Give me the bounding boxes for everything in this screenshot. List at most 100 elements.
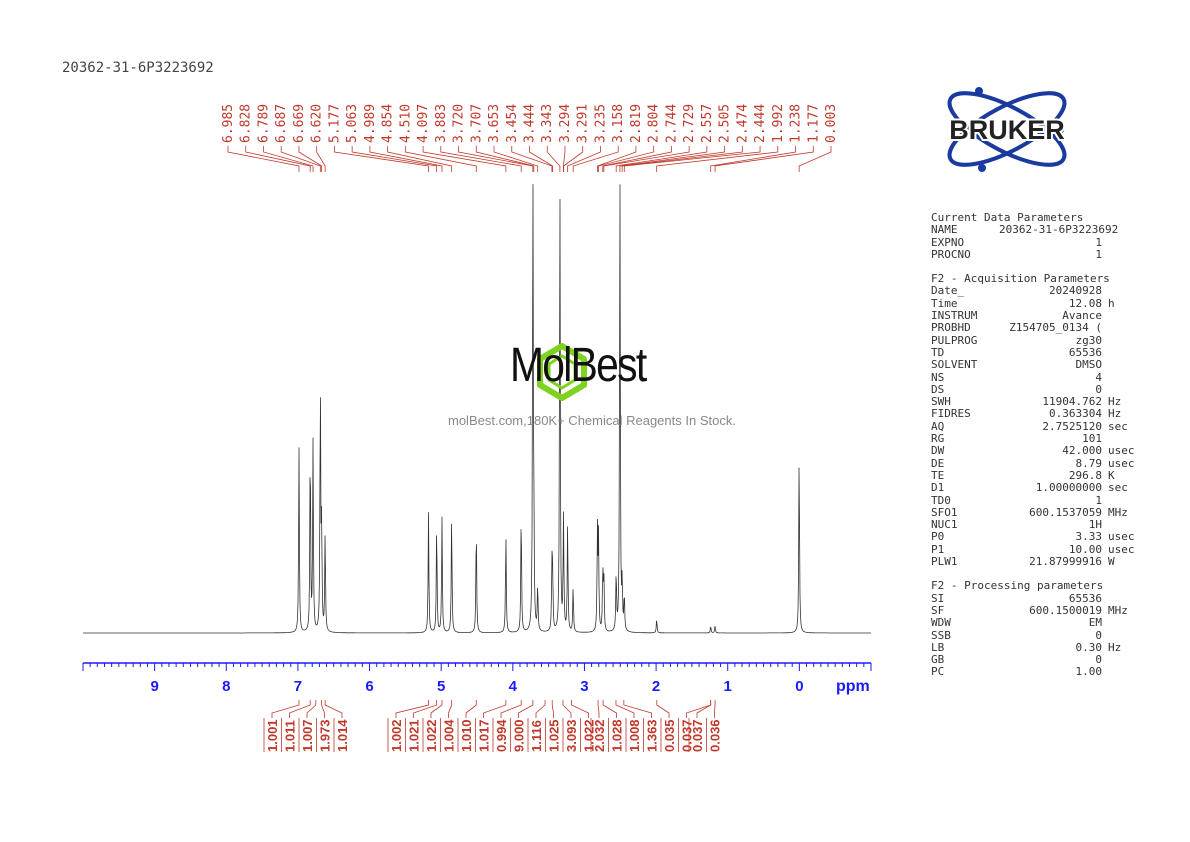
peak-label: 5.177 <box>327 104 342 143</box>
param-name: AQ <box>931 419 945 433</box>
param-unit <box>1102 617 1146 629</box>
x-tick-label: 3 <box>580 678 588 695</box>
peak-connector <box>280 146 321 172</box>
acquisition-parameters-panel: Current Data Parameters NAME 20362-31-6P32… <box>931 211 1146 679</box>
integral-connector <box>615 700 635 718</box>
param-value: 0 <box>1095 382 1102 396</box>
param-unit: h <box>1108 296 1115 310</box>
param-name: NAME <box>931 223 958 237</box>
peak-connector <box>621 146 743 172</box>
integral-connector <box>289 700 311 718</box>
param-section-title: F2 - Processing parameters <box>931 579 1104 593</box>
param-unit <box>1102 495 1146 507</box>
param-unit <box>1102 249 1146 261</box>
param-unit: K <box>1108 468 1115 482</box>
param-name: SOLVENT <box>931 358 978 372</box>
peak-label: 3.883 <box>434 104 449 143</box>
integral-value: 1.025 <box>547 719 562 752</box>
param-row: SF 600.1500019 MHz <box>931 603 1146 617</box>
watermark-tagline: molBest.com,180K+ Chemical Reagents In S… <box>448 413 736 428</box>
integral-connector <box>597 700 600 718</box>
param-value: 600.1537059 <box>1029 505 1102 519</box>
param-name: SWH <box>931 395 951 409</box>
param-row: NAME 20362-31-6P3223692 <box>931 223 1146 237</box>
param-name: P1 <box>931 542 945 556</box>
integral-connector <box>448 700 453 718</box>
peak-connector <box>387 146 453 172</box>
peak-connector <box>529 146 554 172</box>
param-name: D1 <box>931 481 945 495</box>
param-row: SSB 0 <box>931 629 1146 642</box>
param-value: 8.79 <box>1075 456 1103 470</box>
integral-connector <box>413 700 438 718</box>
peak-connector <box>798 146 832 172</box>
peak-connector <box>615 146 708 172</box>
param-row: PROBHD Z154705_0134 ( <box>931 321 1146 335</box>
peak-label: 6.669 <box>292 104 307 143</box>
peak-label: 3.343 <box>540 104 555 143</box>
peak-label: 3.294 <box>558 104 573 143</box>
peak-label: 3.707 <box>469 104 484 143</box>
peak-label: 1.992 <box>771 104 786 143</box>
param-unit: sec <box>1108 419 1128 433</box>
peak-label: 6.687 <box>274 104 289 143</box>
param-name: RG <box>931 432 945 446</box>
param-unit <box>1102 654 1146 666</box>
param-row: DE 8.79 usec <box>931 456 1146 470</box>
param-row: SOLVENT DMSO <box>931 358 1146 372</box>
peak-label: 2.744 <box>664 104 679 143</box>
param-row: P0 3.33 usec <box>931 530 1146 544</box>
param-row: PC 1.00 <box>931 666 1146 679</box>
integral-connector <box>324 700 343 718</box>
param-name: TD0 <box>931 493 951 507</box>
integral-value: 1.001 <box>265 719 280 752</box>
x-axis: 9 8 7 6 5 4 3 2 1 0 <box>82 662 872 695</box>
param-name: WDW <box>931 616 951 630</box>
param-unit: MHz <box>1108 505 1128 519</box>
peak-label: 1.238 <box>789 104 804 143</box>
param-value: 0.363304 <box>1049 407 1102 421</box>
param-unit: Hz <box>1108 640 1122 654</box>
integral-connector <box>623 700 652 718</box>
param-value: 0.30 <box>1075 640 1103 654</box>
param-row: SI 65536 <box>931 592 1146 605</box>
param-section-title: F2 - Acquisition Parameters <box>931 272 1110 286</box>
peak-label: 4.097 <box>416 104 431 143</box>
param-value: Z154705_0134 ( <box>1009 321 1102 335</box>
param-name: TD <box>931 345 945 359</box>
integral-connector <box>518 700 534 718</box>
param-value: 600.1500019 <box>1029 603 1102 617</box>
peak-connector <box>493 146 539 172</box>
param-value: 3.33 <box>1075 530 1103 544</box>
param-value: 2.7525120 <box>1042 419 1102 433</box>
param-unit: sec <box>1108 481 1128 495</box>
integral-connector <box>395 700 429 718</box>
integral-value: 1.021 <box>407 719 422 752</box>
watermark-brand: MolBest <box>510 339 647 392</box>
param-value: 42.000 <box>1062 444 1102 458</box>
integral-connector <box>602 700 617 718</box>
param-name: PULPROG <box>931 333 978 347</box>
integral-value: 1.973 <box>318 719 333 752</box>
param-name: DE <box>931 456 945 470</box>
peak-connector <box>227 146 300 172</box>
integral-value: 1.363 <box>645 719 660 752</box>
integral-group: 1.001 1.011 1.007 1.973 1.014 1.002 1.021 1.022… <box>263 700 723 752</box>
param-unit: usec <box>1108 530 1135 544</box>
param-value: zg30 <box>1075 333 1103 347</box>
param-unit <box>1102 285 1146 297</box>
integral-value: 1.017 <box>477 719 492 752</box>
param-row: P1 10.00 usec <box>931 542 1146 556</box>
param-unit: usec <box>1108 444 1135 458</box>
param-unit <box>1102 310 1146 322</box>
peak-connector <box>603 146 690 172</box>
integral-connector <box>483 700 507 718</box>
param-name: Date_ <box>931 284 965 298</box>
peak-label: 4.989 <box>363 104 378 143</box>
param-row: DS 0 <box>931 382 1146 396</box>
peak-label: 5.063 <box>345 104 360 143</box>
param-unit: usec <box>1108 456 1135 470</box>
integral-connector <box>321 700 325 718</box>
peak-label: 4.854 <box>381 104 396 143</box>
